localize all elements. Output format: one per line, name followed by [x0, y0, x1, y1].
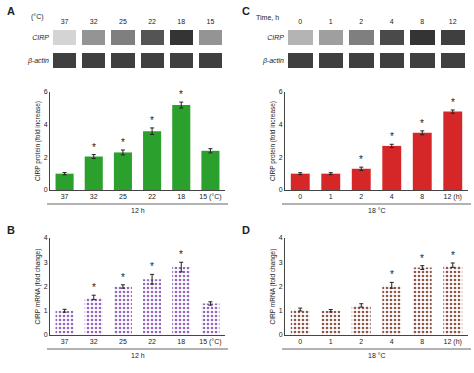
svg-text:37: 37: [61, 338, 69, 345]
svg-text:*: *: [121, 137, 125, 148]
svg-text:*: *: [179, 249, 183, 260]
svg-text:18: 18: [177, 193, 185, 200]
svg-text:37: 37: [61, 193, 69, 200]
svg-text:*: *: [179, 89, 183, 100]
svg-text:18: 18: [177, 18, 185, 25]
svg-text:25: 25: [119, 338, 127, 345]
svg-text:2: 2: [359, 18, 363, 25]
svg-text:*: *: [451, 250, 455, 261]
svg-text:1: 1: [279, 307, 283, 314]
svg-text:2: 2: [44, 154, 48, 161]
svg-text:8: 8: [420, 18, 424, 25]
svg-text:25: 25: [119, 193, 127, 200]
svg-text:12 (h): 12 (h): [444, 338, 462, 346]
svg-text:15 (°C): 15 (°C): [199, 193, 221, 201]
svg-text:2: 2: [359, 338, 363, 345]
svg-text:4: 4: [390, 338, 394, 345]
svg-text:(°C): (°C): [31, 13, 44, 21]
svg-text:6: 6: [279, 88, 283, 95]
svg-text:32: 32: [90, 338, 98, 345]
svg-text:3: 3: [44, 259, 48, 266]
svg-text:*: *: [420, 118, 424, 129]
svg-text:18 °C: 18 °C: [368, 352, 386, 359]
svg-text:0: 0: [279, 186, 283, 193]
svg-text:8: 8: [420, 338, 424, 345]
svg-text:15: 15: [207, 18, 215, 25]
svg-text:*: *: [359, 154, 363, 165]
svg-text:4: 4: [279, 234, 283, 241]
svg-text:1: 1: [329, 338, 333, 345]
svg-text:18: 18: [177, 338, 185, 345]
svg-text:2: 2: [359, 193, 363, 200]
svg-text:4: 4: [390, 193, 394, 200]
svg-text:4: 4: [44, 121, 48, 128]
svg-text:32: 32: [90, 193, 98, 200]
svg-text:CIRP: CIRP: [32, 34, 49, 41]
svg-text:D: D: [242, 224, 250, 236]
svg-text:Time, h: Time, h: [256, 14, 279, 21]
svg-text:12: 12: [449, 18, 457, 25]
svg-text:37: 37: [61, 18, 69, 25]
svg-text:25: 25: [119, 18, 127, 25]
svg-text:*: *: [92, 282, 96, 293]
svg-text:*: *: [390, 131, 394, 142]
svg-text:8: 8: [420, 193, 424, 200]
svg-text:12 h: 12 h: [131, 207, 145, 214]
svg-text:12 (h): 12 (h): [444, 193, 462, 201]
svg-text:4: 4: [390, 18, 394, 25]
svg-text:1: 1: [329, 18, 333, 25]
svg-text:4: 4: [279, 121, 283, 128]
svg-text:CIRP protein (fold increase): CIRP protein (fold increase): [34, 101, 42, 181]
svg-text:1: 1: [329, 193, 333, 200]
svg-text:β-actin: β-actin: [27, 57, 49, 65]
svg-text:2: 2: [279, 283, 283, 290]
svg-text:2: 2: [279, 154, 283, 161]
svg-text:18 °C: 18 °C: [368, 207, 386, 214]
svg-text:0: 0: [298, 193, 302, 200]
svg-text:22: 22: [148, 338, 156, 345]
svg-text:A: A: [7, 5, 15, 17]
svg-text:*: *: [451, 97, 455, 108]
svg-text:3: 3: [279, 259, 283, 266]
svg-text:*: *: [121, 272, 125, 283]
svg-text:CIRP protein (fold increase): CIRP protein (fold increase): [269, 101, 277, 181]
svg-text:2: 2: [44, 283, 48, 290]
svg-text:15 (°C): 15 (°C): [199, 338, 221, 346]
svg-text:*: *: [92, 142, 96, 153]
svg-text:4: 4: [44, 234, 48, 241]
svg-text:β-actin: β-actin: [262, 57, 284, 65]
svg-text:1: 1: [44, 307, 48, 314]
svg-text:6: 6: [44, 88, 48, 95]
svg-text:0: 0: [279, 331, 283, 338]
svg-text:C: C: [242, 5, 250, 17]
svg-text:*: *: [420, 253, 424, 264]
svg-text:0: 0: [44, 186, 48, 193]
svg-text:0: 0: [298, 338, 302, 345]
svg-text:0: 0: [44, 331, 48, 338]
svg-text:B: B: [7, 224, 15, 236]
svg-text:CIRP mRNA (fold change): CIRP mRNA (fold change): [34, 249, 42, 325]
svg-text:32: 32: [90, 18, 98, 25]
svg-text:22: 22: [148, 18, 156, 25]
svg-text:CIRP mRNA (fold change): CIRP mRNA (fold change): [269, 249, 277, 325]
svg-text:*: *: [150, 261, 154, 272]
svg-text:CIRP: CIRP: [267, 34, 284, 41]
svg-text:*: *: [150, 115, 154, 126]
svg-text:*: *: [390, 269, 394, 280]
svg-text:22: 22: [148, 193, 156, 200]
svg-text:0: 0: [298, 18, 302, 25]
svg-text:12 h: 12 h: [131, 352, 145, 359]
